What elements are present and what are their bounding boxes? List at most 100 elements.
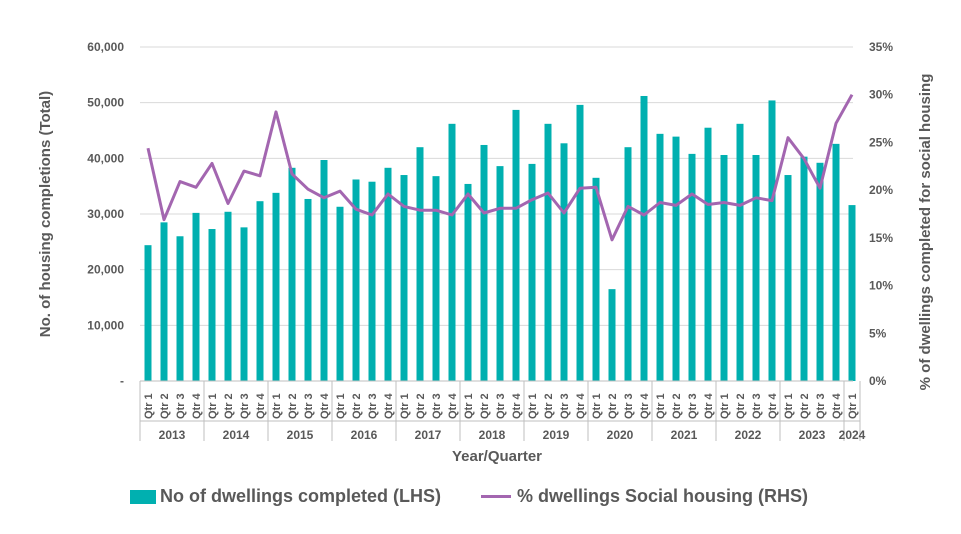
bar <box>528 163 536 381</box>
legend-item-bars: No of dwellings completed (LHS) <box>130 486 441 507</box>
quarter-label: Qtr 2 <box>543 393 555 419</box>
bar <box>192 212 200 381</box>
quarter-label: Qtr 2 <box>735 393 747 419</box>
quarter-label: Qtr 3 <box>751 393 763 419</box>
bar <box>352 179 360 381</box>
bar <box>144 245 152 381</box>
bar <box>768 100 776 381</box>
quarter-label: Qtr 1 <box>527 393 539 419</box>
quarter-label: Qtr 3 <box>559 393 571 419</box>
bar <box>320 160 328 381</box>
quarter-label: Qtr 3 <box>687 393 699 419</box>
y-tick-label: - <box>120 374 124 388</box>
quarter-label: Qtr 3 <box>175 393 187 419</box>
quarter-label: Qtr 2 <box>351 393 363 419</box>
year-label: 2015 <box>287 428 314 442</box>
bar <box>608 289 616 381</box>
bar <box>208 229 216 381</box>
legend: No of dwellings completed (LHS) % dwelli… <box>130 486 848 507</box>
quarter-label: Qtr 4 <box>383 392 395 419</box>
y2-tick-label: 35% <box>869 40 893 54</box>
quarter-label: Qtr 3 <box>239 393 251 419</box>
bar <box>544 123 552 381</box>
bar <box>672 136 680 381</box>
y2-tick-label: 30% <box>869 88 893 102</box>
bar <box>560 143 568 381</box>
quarter-label: Qtr 4 <box>639 392 651 419</box>
year-label: 2023 <box>799 428 826 442</box>
y2-tick-label: 15% <box>869 231 893 245</box>
series-line <box>146 93 854 242</box>
quarter-label: Qtr 4 <box>703 392 715 419</box>
quarter-label: Qtr 3 <box>303 393 315 419</box>
quarter-label: Qtr 4 <box>511 392 523 419</box>
year-label: 2014 <box>223 428 250 442</box>
quarter-label: Qtr 4 <box>191 392 203 419</box>
legend-swatch-bars <box>130 489 156 504</box>
y2-tick-label: 20% <box>869 183 893 197</box>
y-tick-label: 50,000 <box>87 96 124 110</box>
bar <box>704 127 712 381</box>
quarter-label: Qtr 4 <box>447 392 459 419</box>
quarter-label: Qtr 2 <box>415 393 427 419</box>
quarter-label: Qtr 2 <box>799 393 811 419</box>
bar <box>496 166 504 381</box>
quarter-label: Qtr 4 <box>831 392 843 419</box>
bar <box>848 205 856 381</box>
y2-tick-label: 5% <box>869 326 887 340</box>
bar <box>304 198 312 381</box>
quarter-label: Qtr 2 <box>223 393 235 419</box>
bar <box>800 156 808 381</box>
legend-label-line: % dwellings Social housing (RHS) <box>517 486 809 506</box>
y2-tick-label: 25% <box>869 135 893 149</box>
bar <box>400 175 408 381</box>
year-label: 2022 <box>735 428 762 442</box>
bar <box>624 147 632 381</box>
bar <box>736 123 744 381</box>
legend-swatch-line <box>481 495 512 498</box>
quarter-label: Qtr 2 <box>607 393 619 419</box>
y2-tick-label: 0% <box>869 374 887 388</box>
bar <box>416 147 424 381</box>
quarter-label: Qtr 1 <box>335 393 347 419</box>
quarter-label: Qtr 1 <box>463 393 475 419</box>
quarter-label: Qtr 1 <box>783 393 795 419</box>
bar <box>720 154 728 381</box>
quarter-label: Qtr 1 <box>271 393 283 419</box>
quarter-label: Qtr 4 <box>575 392 587 419</box>
y2-tick-label: 10% <box>869 279 893 293</box>
quarter-label: Qtr 3 <box>815 393 827 419</box>
quarter-label: Qtr 2 <box>479 393 491 419</box>
legend-item-line: % dwellings Social housing (RHS) <box>481 486 808 507</box>
bar <box>336 206 344 381</box>
year-label: 2024 <box>839 428 866 442</box>
bar <box>176 236 184 381</box>
bar <box>272 192 280 381</box>
quarter-label: Qtr 3 <box>367 393 379 419</box>
bar <box>752 154 760 381</box>
y-tick-label: 60,000 <box>87 40 124 54</box>
y-tick-label: 40,000 <box>87 151 124 165</box>
bar <box>576 104 584 381</box>
y-tick-label: 30,000 <box>87 207 124 221</box>
bar <box>688 153 696 381</box>
bar <box>224 211 232 381</box>
quarter-label: Qtr 3 <box>495 393 507 419</box>
legend-label-bars: No of dwellings completed (LHS) <box>160 486 442 506</box>
y-tick-label: 10,000 <box>87 318 124 332</box>
year-label: 2013 <box>159 428 186 442</box>
year-label: 2019 <box>543 428 570 442</box>
bar <box>464 183 472 381</box>
bar <box>816 162 824 381</box>
year-label: 2021 <box>671 428 698 442</box>
quarter-label: Qtr 1 <box>591 393 603 419</box>
quarter-label: Qtr 1 <box>143 393 155 419</box>
y-tick-label: 20,000 <box>87 263 124 277</box>
quarter-label: Qtr 4 <box>767 392 779 419</box>
quarter-label: Qtr 1 <box>847 393 859 419</box>
quarter-label: Qtr 3 <box>623 393 635 419</box>
x-axis-title: Year/Quarter <box>452 448 542 465</box>
y-axis-title: No. of housing completions (Total) <box>37 91 54 337</box>
